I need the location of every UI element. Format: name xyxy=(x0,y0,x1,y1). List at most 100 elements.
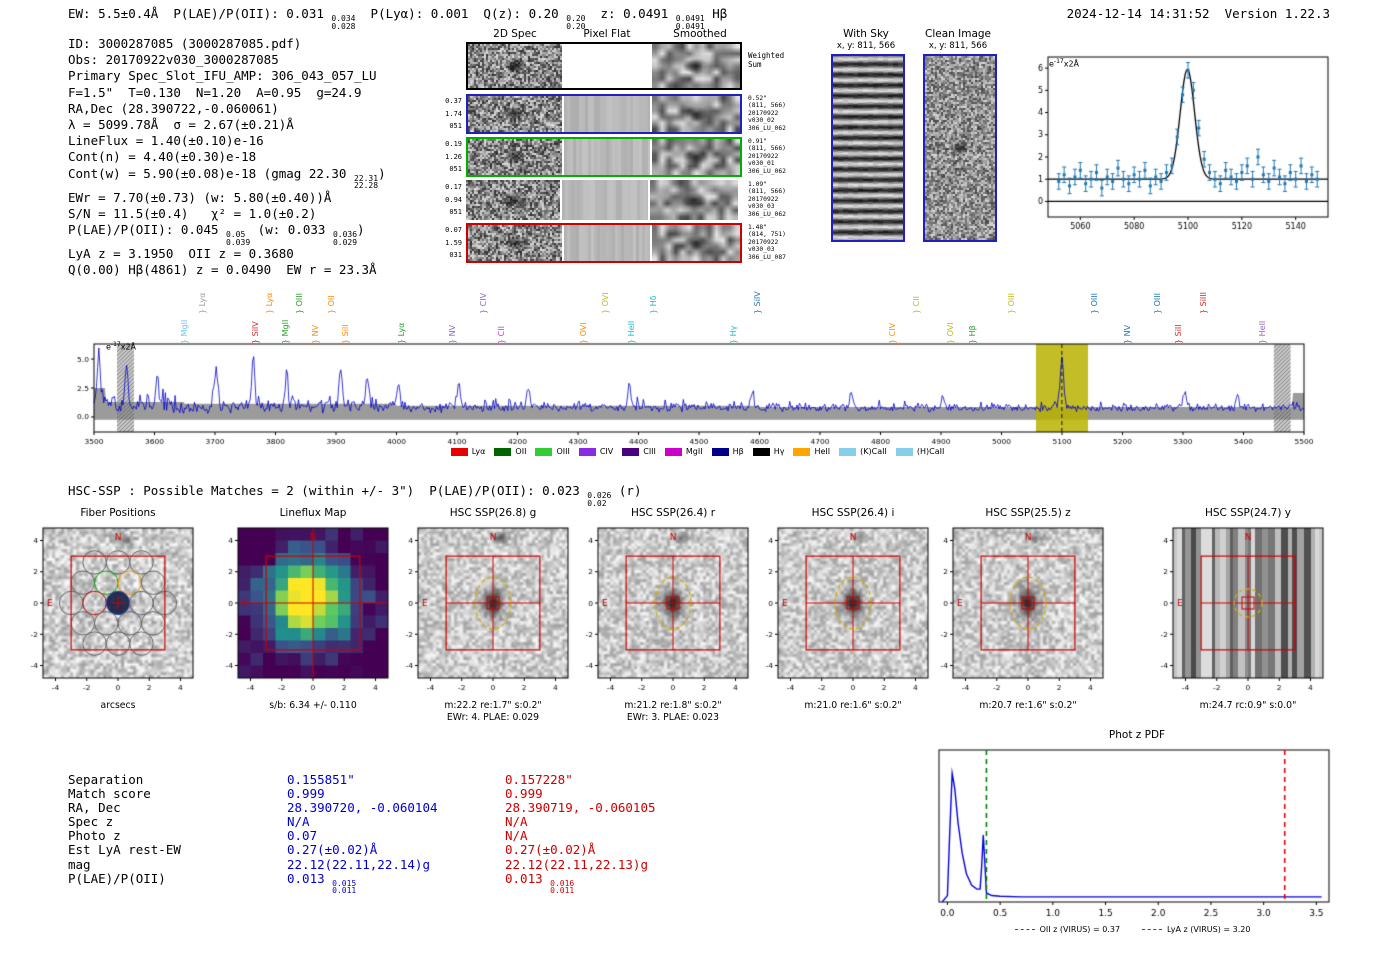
match-row-label: Est LyA rest-EW xyxy=(68,842,181,858)
spec2d-image xyxy=(466,180,560,220)
pixelflat-blank xyxy=(564,44,650,88)
stacked-uncertainty: 0.05 0.039 xyxy=(226,230,251,247)
stacked-uncertainty: 0.015 0.011 xyxy=(332,878,357,896)
timestamp-version: 2024-12-14 14:31:52 Version 1.22.3 xyxy=(1066,6,1330,21)
emission-line-label: } CIV xyxy=(479,292,489,314)
emission-line-label: } Hγ xyxy=(729,325,739,344)
legend-label: OIII xyxy=(556,447,570,456)
info-line-10: S/N = 11.5(±0.4) χ² = 1.0(±0.2) xyxy=(68,205,317,221)
pixelflat-image xyxy=(562,180,648,220)
col-header-pixelflat: Pixel Flat xyxy=(583,28,631,40)
stacked-uncertainty: 0.036 0.029 xyxy=(332,230,358,247)
dashed-line-swatch xyxy=(1142,929,1163,930)
legend-label: CIV xyxy=(599,447,614,456)
stacked-uncertainty: 0.026 0.02 xyxy=(587,491,612,508)
emission-line-label: } CII xyxy=(497,326,507,344)
match-value-catalog2: 22.12(22.11,22.13)g xyxy=(505,856,648,872)
match-row-label: mag xyxy=(68,856,91,872)
spectrum-flux-units-label: e-17x2Å xyxy=(106,341,137,352)
match-row-label: Separation xyxy=(68,772,144,787)
cutout-title: HSC SSP(26.8) g xyxy=(449,507,537,519)
photz-pdf-plot xyxy=(925,744,1340,924)
cutout-title: Fiber Positions xyxy=(80,507,156,519)
match-row-label: Spec z xyxy=(68,814,114,830)
cutout-caption: EWr: 3. PLAE: 0.023 xyxy=(626,712,720,723)
legend-swatch xyxy=(622,447,640,456)
match-value-catalog2: 0.157228" xyxy=(505,772,573,787)
stacked-uncertainty: 0.20 0.20 xyxy=(566,14,586,31)
info-line-9: EWr = 7.70(±0.73) (w: 5.80(±0.40))Å xyxy=(68,189,332,205)
info-line-13: Q(0.00) Hβ(4861) z = 0.0490 EW r = 23.3Å xyxy=(68,262,377,278)
spec2d-image xyxy=(468,96,562,132)
spec2d-fiber-row-2 xyxy=(466,137,742,177)
cutout-caption: m:22.2 re:1.7" s:0.2" xyxy=(444,700,542,711)
photz-title: Phot z PDF xyxy=(1108,729,1166,741)
cutout-title: HSC SSP(24.7) y xyxy=(1204,507,1291,519)
match-row-label: Match score xyxy=(68,786,151,802)
fiber-weight-labels: 0.07 1.59 031 xyxy=(445,226,462,259)
info-line-5: λ = 5099.78Å σ = 2.67(±0.21)Å xyxy=(68,117,294,133)
cutout-caption: EWr: 4. PLAE: 0.029 xyxy=(446,712,540,723)
emission-line-label: } MgII xyxy=(280,319,290,344)
emission-line-label: } SiIV xyxy=(752,291,762,314)
legend-item: Hγ xyxy=(752,447,784,456)
smoothed-image xyxy=(652,44,740,88)
legend-swatch xyxy=(664,447,682,456)
spec2d-image xyxy=(468,139,562,175)
emission-line-label: } NV xyxy=(311,324,320,344)
legend-item: HeII xyxy=(793,447,830,456)
fiber-annotation: 1.09" (811, 566) 20170922 v030_03 306_LU… xyxy=(748,181,786,218)
legend-label: MgII xyxy=(685,447,703,456)
stacked-uncertainty: 0.016 0.011 xyxy=(550,878,575,896)
fiber-weight-labels: 0.17 0.94 051 xyxy=(445,183,462,216)
legend-item: (H)CaII xyxy=(895,447,944,456)
stacked-uncertainty: 0.0491 0.0491 xyxy=(675,14,705,31)
spec2d-fiber-row-4 xyxy=(466,223,742,263)
legend-swatch xyxy=(450,447,468,456)
legend-label: OII xyxy=(515,447,527,456)
photz-legend-label: OII z (VIRUS) = 0.37 xyxy=(1039,925,1121,934)
emission-line-label: } OIII xyxy=(295,292,305,314)
emission-line-label: } NV xyxy=(447,324,457,344)
match-value-catalog1: 0.07 xyxy=(287,828,318,844)
legend-item: OIII xyxy=(535,447,570,456)
info-line-1: Obs: 20170922v030_3000287085 xyxy=(68,52,279,68)
fiber-annotation: 1.48" (814, 751) 20170922 v030_03 306_LU… xyxy=(748,224,786,261)
emission-line-label: } Hβ xyxy=(968,325,978,344)
legend-swatch xyxy=(895,447,913,456)
match-value-catalog1: 28.390720, -0.060104 xyxy=(287,800,438,816)
pixelflat-image xyxy=(564,225,650,261)
match-row-label: RA, Dec xyxy=(68,800,121,816)
emission-line-label: } SiII xyxy=(1174,324,1184,344)
spec2d-fiber-row-3 xyxy=(466,180,738,220)
emission-line-label: } NV xyxy=(1122,324,1132,344)
match-row-label: P(LAE)/P(OII) xyxy=(68,870,166,886)
legend-swatch xyxy=(793,447,811,456)
cutout-caption: m:21.2 re:1.8" s:0.2" xyxy=(624,700,722,711)
emission-line-label: } HeII xyxy=(1258,320,1268,344)
fiber-annotation: 0.52" (811, 566) 20170922 v030_02 306_LU… xyxy=(748,95,786,132)
legend-swatch xyxy=(494,447,512,456)
full-spectrum-plot xyxy=(60,336,1322,448)
match-value-catalog2: N/A xyxy=(505,828,528,844)
emission-line-label: } SiIII xyxy=(1199,291,1209,314)
stacked-uncertainty: 22.31 22.28 xyxy=(353,173,379,191)
emission-line-label: } OVI xyxy=(579,322,589,344)
cutout-caption: arcsecs xyxy=(100,700,136,711)
match-value-catalog2: 0.27(±0.02)Å xyxy=(505,842,596,858)
emission-line-label: } Lyα xyxy=(197,292,207,314)
detection-info-block: ID: 3000287085 (3000287085.pdf) Obs: 2017… xyxy=(68,36,386,278)
info-line-4: RA,Dec (28.390722,-0.060061) xyxy=(68,100,279,116)
cutout-title: HSC SSP(25.5) z xyxy=(985,507,1071,519)
emission-line-label: } Hδ xyxy=(648,295,658,314)
spectrum-line-legend: Lyα OII OIII CIV CIII MgII Hβ Hγ HeII (K)CaII (H)C… xyxy=(90,447,1305,456)
legend-label: CIII xyxy=(643,447,656,456)
info-line-0: ID: 3000287085 (3000287085.pdf) xyxy=(68,36,302,51)
clean-image-coords: x, y: 811, 566 xyxy=(928,41,988,51)
info-line-7: Cont(n) = 4.40(±0.30)e-18 xyxy=(68,149,257,165)
match-row-label: Photo z xyxy=(68,828,121,844)
legend-item: OII xyxy=(494,447,526,456)
match-value-catalog2: N/A xyxy=(505,814,528,830)
col-header-2dspec: 2D Spec xyxy=(493,28,537,40)
